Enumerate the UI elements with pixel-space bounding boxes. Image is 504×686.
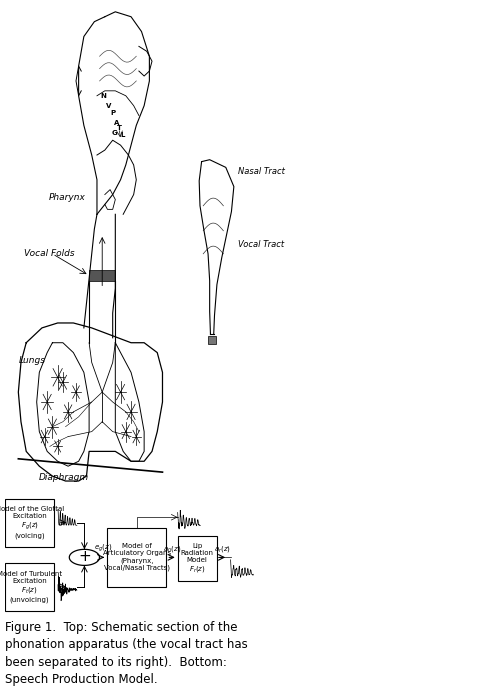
Text: +: + (78, 549, 91, 563)
FancyBboxPatch shape (107, 528, 166, 587)
Text: Vocal Tract: Vocal Tract (238, 239, 284, 249)
Text: L: L (120, 132, 125, 139)
FancyBboxPatch shape (89, 270, 115, 281)
Text: Lip
Radiation
Model
$F_r(z)$: Lip Radiation Model $F_r(z)$ (181, 543, 214, 574)
Text: Model of Turbulent
Excitation
$F_t(z)$
(unvoicing): Model of Turbulent Excitation $F_t(z)$ (… (0, 571, 62, 603)
Text: $a_r(z)$: $a_r(z)$ (214, 543, 231, 554)
FancyBboxPatch shape (208, 336, 216, 344)
Text: Nasal Tract: Nasal Tract (238, 167, 285, 176)
Text: G: G (111, 130, 117, 136)
Text: $a_0(z)$: $a_0(z)$ (163, 543, 181, 554)
FancyBboxPatch shape (178, 536, 217, 582)
Text: Model of
Articulatory Organs
(Pharynx,
Vocal/Nasal Tracts): Model of Articulatory Organs (Pharynx, V… (103, 543, 171, 571)
Text: Model of the Glottal
Excitation
$F_g(z)$
(voicing): Model of the Glottal Excitation $F_g(z)$… (0, 506, 64, 539)
Text: $e_g(z)$: $e_g(z)$ (94, 543, 112, 554)
Text: A: A (114, 120, 119, 126)
FancyBboxPatch shape (5, 499, 54, 547)
Text: Diaphragm: Diaphragm (39, 473, 89, 482)
FancyBboxPatch shape (5, 563, 54, 611)
Text: V: V (106, 103, 111, 108)
Text: Vocal Folds: Vocal Folds (24, 249, 74, 259)
Text: Lungs: Lungs (18, 355, 45, 364)
Text: P: P (110, 110, 115, 116)
Text: T: T (117, 125, 122, 131)
Text: Figure 1.  Top: Schematic section of the
phonation apparatus (the vocal tract ha: Figure 1. Top: Schematic section of the … (5, 621, 248, 686)
Text: Pharynx: Pharynx (48, 193, 85, 202)
Text: N: N (101, 93, 106, 99)
